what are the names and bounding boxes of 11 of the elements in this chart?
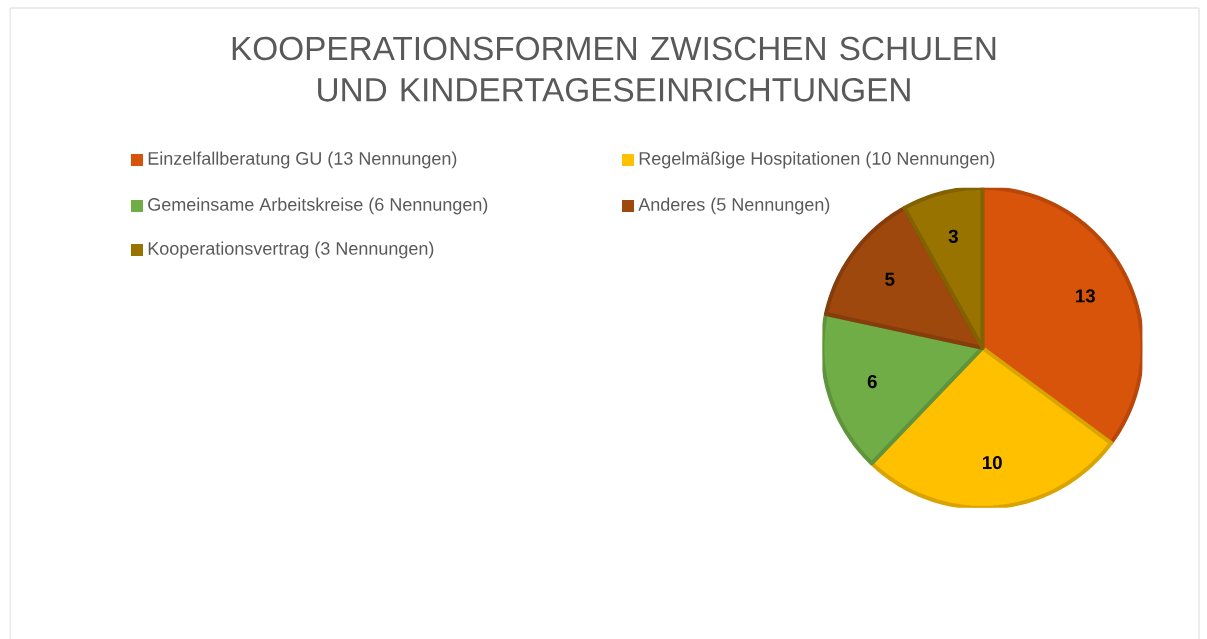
legend-label: Regelmäßige Hospitationen (10 Nennungen) xyxy=(639,151,995,169)
legend-label: Einzelfallberatung GU (13 Nennungen) xyxy=(148,151,457,169)
data-label: 6 xyxy=(867,374,877,388)
data-label: 13 xyxy=(1076,289,1095,303)
data-label: 3 xyxy=(948,229,958,243)
legend-label: Anderes (5 Nennungen) xyxy=(638,197,830,215)
legend-label: Gemeinsame Arbeitskreise (6 Nennungen) xyxy=(148,197,488,215)
data-label: 5 xyxy=(885,272,895,286)
chart-title: KOOPERATIONSFORMEN ZWISCHEN SCHULEN UND KINDERTAGESEINRICHTUNGEN xyxy=(232,36,996,102)
legend-label: Kooperationsvertrag (3 Nennungen) xyxy=(148,241,434,259)
data-label: 10 xyxy=(982,455,1002,469)
